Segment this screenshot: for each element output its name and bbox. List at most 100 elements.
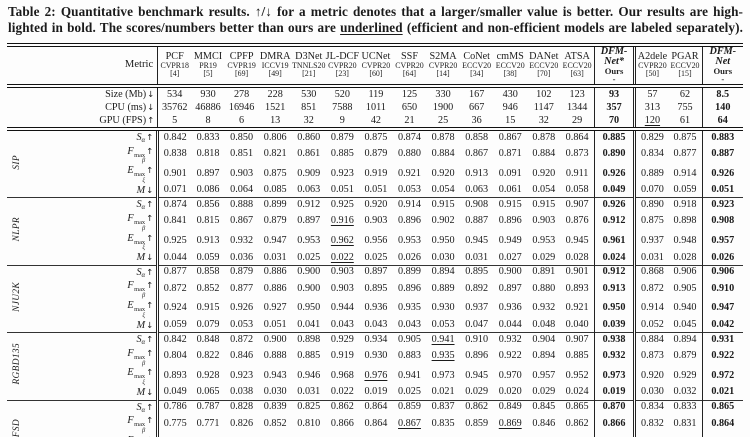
value-cell: 0.904	[532, 333, 556, 345]
value-cell: 0.052	[640, 319, 664, 331]
metric-direction-arrow: ↑	[146, 347, 154, 358]
method-column-pgar: PGAR ECCV20 [15]	[668, 45, 702, 86]
value-cell: 0.043	[330, 319, 354, 331]
metric-symbol: E	[127, 367, 134, 379]
value-cell: 0.044	[163, 251, 187, 263]
value-cell: 0.976	[359, 366, 393, 386]
value-cell: 0.900	[498, 266, 522, 278]
value-cell: 0.940	[673, 302, 697, 314]
method-column-ucnet: UCNet CVPR20 [60]	[359, 45, 393, 86]
metric-symbol: F	[127, 212, 134, 224]
method-column-a2dele: A2dele CVPR20 [50]	[635, 45, 669, 86]
value-cell: 6	[239, 114, 245, 126]
metric-superscript: max	[134, 218, 146, 226]
value-cell: 0.828	[230, 401, 254, 412]
value-cell: 0.913	[196, 235, 220, 247]
value-cell: 0.950	[297, 302, 321, 314]
value-cell: 0.903	[701, 433, 743, 437]
underlined-value: 0.935	[431, 350, 455, 362]
value-cell: 0.842	[163, 131, 187, 143]
value-cell: 0.968	[330, 369, 354, 381]
value-cell: 0.877	[163, 266, 187, 278]
value-cell: 0.044	[498, 319, 522, 331]
value-cell: 0.876	[565, 215, 589, 227]
value-cell: 0.029	[532, 386, 556, 398]
value-cell: 1011	[365, 101, 386, 113]
dataset-label-sip: SIP	[7, 129, 27, 198]
value-cell: 0.973	[593, 366, 637, 386]
metric-superscript: max	[134, 171, 146, 179]
value-cell: 0.028	[565, 251, 589, 263]
method-name: DFM-Net*	[600, 45, 628, 67]
value-cell: 0.903	[364, 215, 388, 227]
value-cell: 0.065	[196, 386, 220, 398]
method-name: CoNet	[463, 50, 490, 62]
metric-direction-arrow: ↑	[146, 199, 154, 210]
metric-symbol: F	[127, 347, 134, 359]
method-ref: [23]	[335, 69, 349, 79]
method-ref: [69]	[235, 69, 249, 79]
value-cell: 0.025	[297, 251, 321, 263]
value-cell: 0.850	[230, 131, 254, 143]
metric-sup-sub: max ξ	[134, 374, 145, 386]
value-cell: 0.952	[565, 369, 589, 381]
value-cell: 0.862	[330, 401, 354, 412]
value-cell: 0.883	[398, 350, 421, 362]
metric-subscript: β	[141, 426, 146, 434]
metric-direction-arrow: ↑	[146, 212, 154, 223]
value-cell: 0.875	[263, 167, 287, 179]
method-name: JL-DCF	[325, 50, 360, 62]
caption-text-2a: lighted in bold. The scores/numbers bett…	[8, 20, 341, 36]
value-cell: 0.948	[673, 235, 697, 247]
method-name: DFM-Net	[709, 45, 737, 67]
method-column-s2ma: S2MA CVPR20 [14]	[426, 45, 460, 86]
metric-sup-sub: max β	[134, 287, 145, 299]
value-cell: 0.085	[263, 184, 287, 196]
metric-row: M↓ 0.049 0.065 0.038 0.030 0.031 0.022 0.019 0.0…	[7, 385, 743, 400]
value-cell: 0.041	[297, 319, 321, 331]
method-ref: [60]	[369, 69, 383, 79]
value-cell: 0.913	[593, 279, 637, 299]
perf-row: GPU (FPS)↑ 5 8 6 13 32 9 42 21 25 36 15 32 29 70 120 61 6…	[7, 114, 743, 129]
value-cell: 0.039	[593, 318, 637, 333]
value-cell: 16946	[228, 101, 255, 113]
metric-superscript: max	[134, 286, 146, 294]
value-cell: 0.950	[593, 298, 637, 319]
metric-superscript: max	[134, 373, 146, 381]
value-cell: 0.894	[431, 266, 455, 278]
metric-superscript: max	[134, 305, 146, 313]
value-cell: 0.941	[426, 333, 460, 347]
value-cell: 13	[270, 114, 281, 126]
value-cell: 0.914	[640, 302, 664, 314]
value-cell: 0.893	[565, 282, 589, 294]
value-cell: 0.941	[398, 369, 421, 381]
value-cell: 0.031	[640, 251, 664, 263]
value-cell: 0.895	[364, 282, 388, 294]
method-column-atsa: ATSA ECCV20 [63]	[561, 45, 595, 86]
value-cell: 0.908	[465, 198, 489, 210]
value-cell: 0.956	[364, 235, 388, 247]
metric-row: NLPR Sα↑ 0.874 0.856 0.888 0.899 0.912 0.925 0.9…	[7, 197, 743, 241]
method-venue: ECCV20	[495, 60, 525, 70]
value-cell: 0.930	[431, 302, 455, 314]
value-cell: 0.063	[465, 184, 489, 196]
value-cell: 0.029	[465, 386, 489, 398]
value-cell: 0.862	[465, 401, 489, 412]
value-cell: 0.916	[326, 212, 360, 232]
value-cell: 0.877	[230, 282, 254, 294]
metric-symbol: E	[127, 299, 134, 311]
value-cell: 0.040	[565, 319, 589, 331]
value-cell: 29	[572, 114, 583, 126]
metric-direction-arrow: ↓	[147, 89, 155, 99]
metric-direction-arrow: ↑	[146, 132, 154, 142]
caption-text-1: Table 2: Quantitative benchmark results.…	[8, 4, 743, 19]
value-cell: 0.900	[297, 266, 321, 278]
metric-symbol: S	[136, 132, 142, 143]
value-cell: 0.031	[297, 386, 321, 398]
value-cell: 0.903	[593, 433, 637, 437]
underlined-value: 0.867	[398, 417, 421, 429]
